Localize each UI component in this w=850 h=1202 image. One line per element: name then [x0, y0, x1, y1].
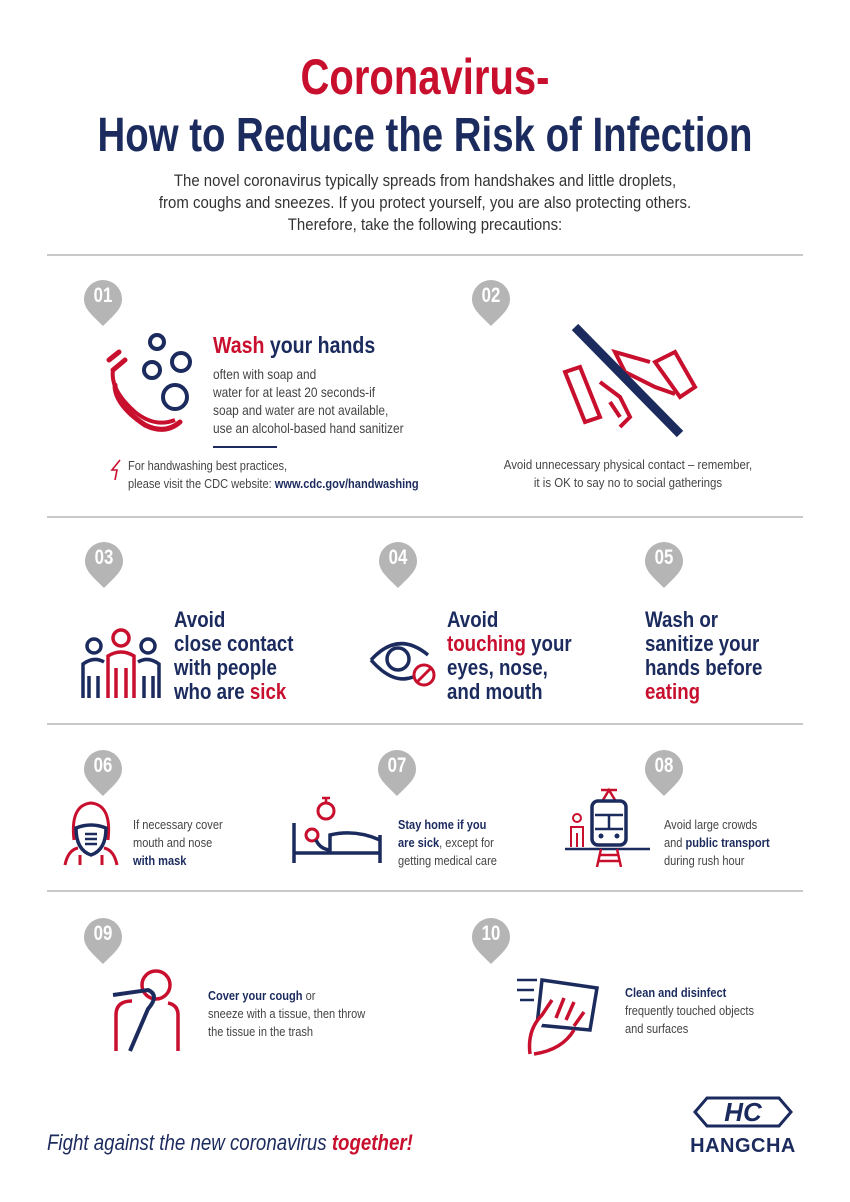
tip-06-text: If necessary cover mouth and nose with mas…	[133, 817, 223, 868]
eye-no-touch-icon	[369, 641, 436, 687]
hangcha-logo-icon: HC	[693, 1096, 793, 1128]
divider	[47, 516, 803, 518]
divider	[213, 446, 277, 448]
tip-07-text: Stay home if you are sick, except for ge…	[398, 817, 497, 868]
group-people-icon	[81, 628, 161, 698]
step-number-badge: 04	[378, 542, 418, 588]
divider	[47, 890, 803, 892]
brand-name: HANGCHA	[690, 1135, 796, 1157]
no-handshake-icon	[562, 323, 698, 438]
cdc-link[interactable]: www.cdc.gov/handwashing	[274, 476, 419, 491]
tip-04-text: Avoid touching your eyes, nose, and mouth	[447, 607, 572, 704]
intro-line-1: The novel coronavirus typically spreads …	[173, 171, 677, 190]
tip-08-text: Avoid large crowds and public transport …	[664, 817, 770, 868]
title-line-2: How to Reduce the Risk of Infection	[97, 109, 753, 162]
bed-icon	[292, 796, 382, 863]
tip-05-text: Wash or sanitize your hands before eating	[645, 607, 763, 704]
tip-01-title: Wash your hands	[213, 332, 376, 358]
divider	[47, 723, 803, 725]
mask-icon	[63, 801, 119, 866]
intro-line-2: from coughs and sneezes. If you protect …	[158, 193, 692, 212]
svg-text:HC: HC	[724, 1097, 763, 1127]
step-number-badge: 05	[644, 542, 684, 588]
step-number-badge: 09	[83, 918, 123, 964]
tip-03-text: Avoid close contact with people who are si…	[174, 607, 294, 704]
cleaning-icon	[517, 978, 600, 1056]
footer-slogan: Fight against the new coronavirus togeth…	[47, 1130, 413, 1155]
step-number-badge: 03	[84, 542, 124, 588]
tip-01-body: often with soap and water for at least 20…	[213, 366, 404, 436]
tip-10-text: Clean and disinfect frequently touched o…	[625, 985, 755, 1036]
step-number-badge: 08	[644, 750, 684, 796]
step-number-badge: 07	[377, 750, 417, 796]
divider	[47, 254, 803, 256]
hand-washing-icon	[106, 333, 192, 432]
cough-elbow-icon	[112, 969, 180, 1052]
cursor-pointer-icon	[110, 459, 121, 481]
step-number-badge: 01	[83, 280, 123, 326]
step-number-badge: 02	[471, 280, 511, 326]
intro-line-3: Therefore, take the following precaution…	[287, 215, 563, 234]
tip-01-note: For handwashing best practices, please v…	[128, 458, 419, 491]
step-number-badge: 10	[471, 918, 511, 964]
tip-09-text: Cover your cough or sneeze with a tissue…	[208, 988, 366, 1039]
tip-02-body: Avoid unnecessary physical contact – rem…	[503, 457, 753, 490]
title-line-1: Coronavirus-	[300, 49, 550, 105]
step-number-badge: 06	[83, 750, 123, 796]
train-icon	[565, 787, 650, 867]
